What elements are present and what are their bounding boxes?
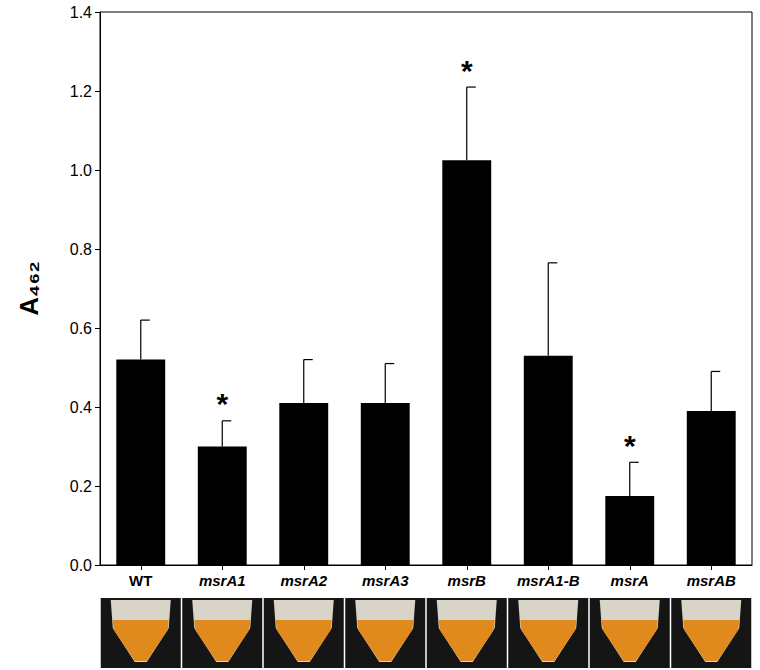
svg-text:1.0: 1.0 xyxy=(70,162,92,179)
svg-text:0.2: 0.2 xyxy=(70,478,92,495)
svg-text:msrA1-B: msrA1-B xyxy=(517,572,580,589)
svg-text:0.6: 0.6 xyxy=(70,320,92,337)
svg-text:msrA2: msrA2 xyxy=(280,572,327,589)
svg-text:msrA: msrA xyxy=(611,572,649,589)
svg-text:0.4: 0.4 xyxy=(70,399,92,416)
svg-text:*: * xyxy=(624,429,636,462)
svg-text:msrAB: msrAB xyxy=(687,572,736,589)
svg-text:*: * xyxy=(461,54,473,87)
svg-text:*: * xyxy=(216,387,228,420)
svg-text:0.8: 0.8 xyxy=(70,241,92,258)
svg-text:msrA3: msrA3 xyxy=(362,572,409,589)
svg-text:1.4: 1.4 xyxy=(70,4,92,21)
svg-text:0.0: 0.0 xyxy=(70,557,92,574)
svg-text:msrA1: msrA1 xyxy=(199,572,246,589)
svg-text:WT: WT xyxy=(129,572,152,589)
svg-text:A₄₆₂: A₄₆₂ xyxy=(14,261,44,316)
svg-text:msrB: msrB xyxy=(448,572,487,589)
svg-text:1.2: 1.2 xyxy=(70,83,92,100)
